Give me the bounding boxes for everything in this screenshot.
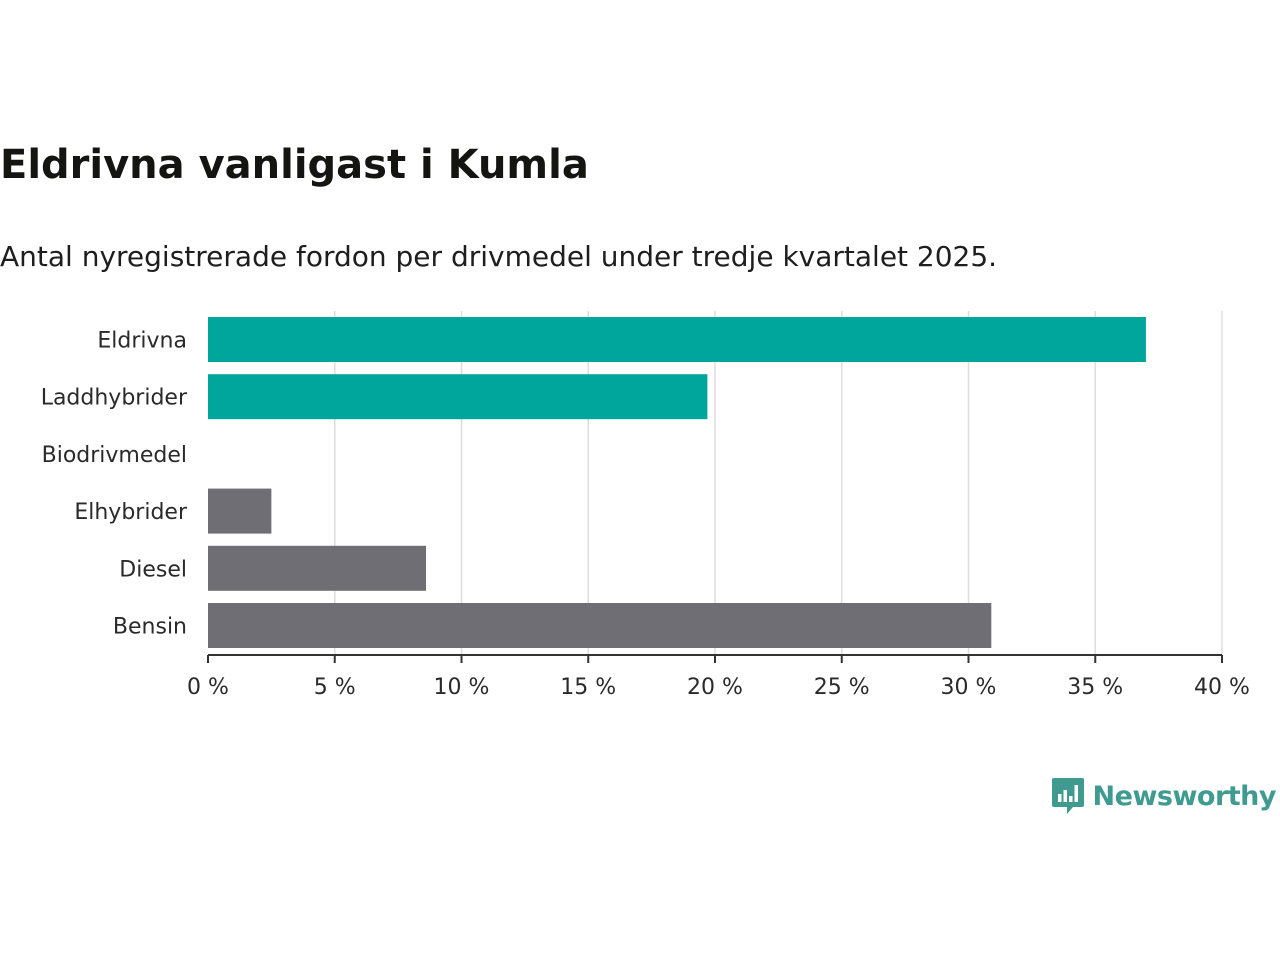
tick-label-35: 35 % — [1067, 675, 1123, 700]
bar-bensin — [208, 603, 992, 648]
bar-diesel — [208, 545, 427, 591]
newsworthy-logo: Newsworthy — [1051, 776, 1277, 816]
logo-text: Newsworthy — [1092, 780, 1277, 812]
gridlines — [334, 311, 1223, 655]
x-axis — [207, 654, 1223, 663]
category-label-biodrivmedel: Biodrivmedel — [42, 443, 187, 468]
tick-label-25: 25 % — [814, 675, 870, 700]
bars — [208, 317, 1146, 648]
tick-label-10: 10 % — [434, 675, 490, 700]
newsworthy-logo-icon — [1051, 778, 1084, 814]
category-labels: Eldrivna Laddhybrider Biodrivmedel Elhybrid… — [41, 329, 188, 640]
tick-label-15: 15 % — [560, 675, 616, 700]
tick-label-20: 20 % — [687, 675, 743, 700]
tick-label-30: 30 % — [941, 675, 997, 700]
category-label-laddhybrider: Laddhybrider — [41, 386, 188, 411]
tick-label-40: 40 % — [1194, 675, 1250, 700]
tick-label-5: 5 % — [314, 675, 356, 700]
tick-labels: 0 % 5 % 10 % 15 % 20 % 25 % 30 % 35 % 40 % — [187, 675, 1250, 700]
bar-chart: Eldrivna Laddhybrider Biodrivmedel Elhybrid… — [41, 311, 1250, 700]
bar-laddhybrider — [208, 374, 708, 420]
category-label-elhybrider: Elhybrider — [74, 500, 188, 525]
category-label-eldrivna: Eldrivna — [97, 329, 187, 354]
chart-title: Eldrivna vanligast i Kumla — [0, 142, 589, 188]
chart-subtitle: Antal nyregistrerade fordon per drivmede… — [0, 240, 998, 273]
category-label-bensin: Bensin — [113, 615, 187, 640]
bar-elhybrider — [208, 488, 272, 534]
tick-label-0: 0 % — [187, 675, 229, 700]
category-label-diesel: Diesel — [119, 557, 187, 582]
bar-eldrivna — [208, 317, 1146, 362]
